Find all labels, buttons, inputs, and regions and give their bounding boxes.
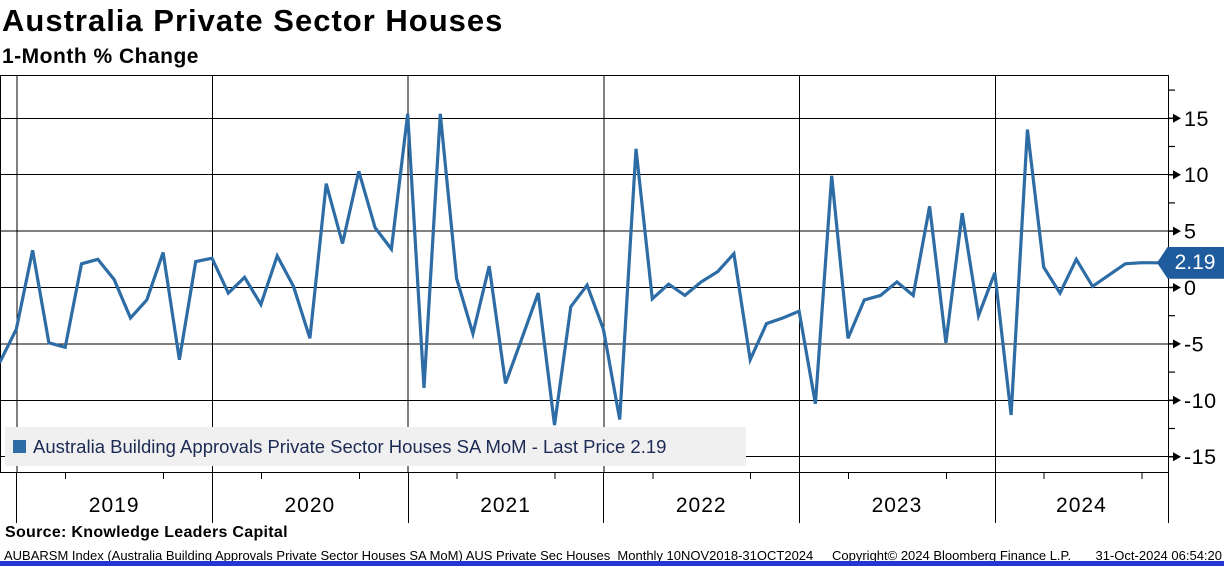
x-axis-year-label: 2024 [1056, 494, 1107, 517]
source-text: Source: Knowledge Leaders Capital [5, 524, 288, 541]
x-axis-year-separator [212, 473, 213, 523]
y-axis-label: -10 [1184, 389, 1217, 413]
y-axis-tick-arrow [1173, 283, 1181, 292]
x-axis-year-separator [994, 473, 996, 523]
y-axis-tick-arrow [1173, 395, 1181, 405]
footer-copyright: Copyright© 2024 Bloomberg Finance L.P. [832, 548, 1072, 563]
y-axis-label: -5 [1184, 332, 1204, 356]
y-axis-label: 5 [1184, 220, 1196, 244]
y-axis-tick-arrow [1173, 226, 1181, 236]
x-axis: 2019 2020 2021 2022 2023 2024 [0, 473, 1224, 527]
legend-marker-icon [13, 440, 26, 453]
footer-security-info: AUBARSM Index (Australia Building Approv… [4, 548, 814, 563]
footer-timestamp: 31-Oct-2024 06:54:20 [1095, 548, 1222, 563]
x-axis-year-separator [16, 473, 18, 523]
footer: AUBARSM Index (Australia Building Approv… [0, 548, 1224, 563]
y-axis-tick-arrow [1173, 452, 1181, 462]
x-axis-year-label: 2020 [284, 494, 336, 517]
bottom-accent-bar [0, 561, 1224, 566]
legend-label: Australia Building Approvals Private Sec… [33, 435, 667, 457]
page-title: Australia Private Sector Houses [2, 3, 504, 38]
chart-legend[interactable]: Australia Building Approvals Private Sec… [5, 427, 746, 466]
x-axis-year-label: 2023 [871, 494, 923, 517]
y-axis-tick-arrow [1173, 339, 1181, 349]
x-axis-year-label: 2019 [88, 494, 140, 517]
chart-plot-area[interactable]: 15 10 5 0 -5 -10 -15 [0, 75, 1224, 479]
y-axis-tick-arrow [1173, 113, 1181, 123]
y-axis-label: 15 [1184, 107, 1209, 131]
x-axis-year-label: 2022 [675, 494, 727, 517]
page-subtitle: 1-Month % Change [2, 45, 199, 68]
y-axis-label: -15 [1184, 445, 1217, 469]
x-axis-year-separator [603, 473, 605, 523]
x-axis-year-separator [1168, 473, 1169, 523]
last-price-tag: 2.19 [1157, 246, 1224, 279]
y-axis-label: 0 [1184, 276, 1196, 300]
last-price-value: 2.19 [1174, 250, 1216, 274]
x-axis-year-separator [407, 473, 409, 523]
x-axis-year-separator [799, 473, 801, 523]
x-axis-year-label: 2021 [480, 494, 531, 517]
y-axis-tick-arrow [1173, 170, 1181, 180]
series-line [0, 113, 1160, 426]
y-axis-label: 10 [1184, 163, 1209, 187]
